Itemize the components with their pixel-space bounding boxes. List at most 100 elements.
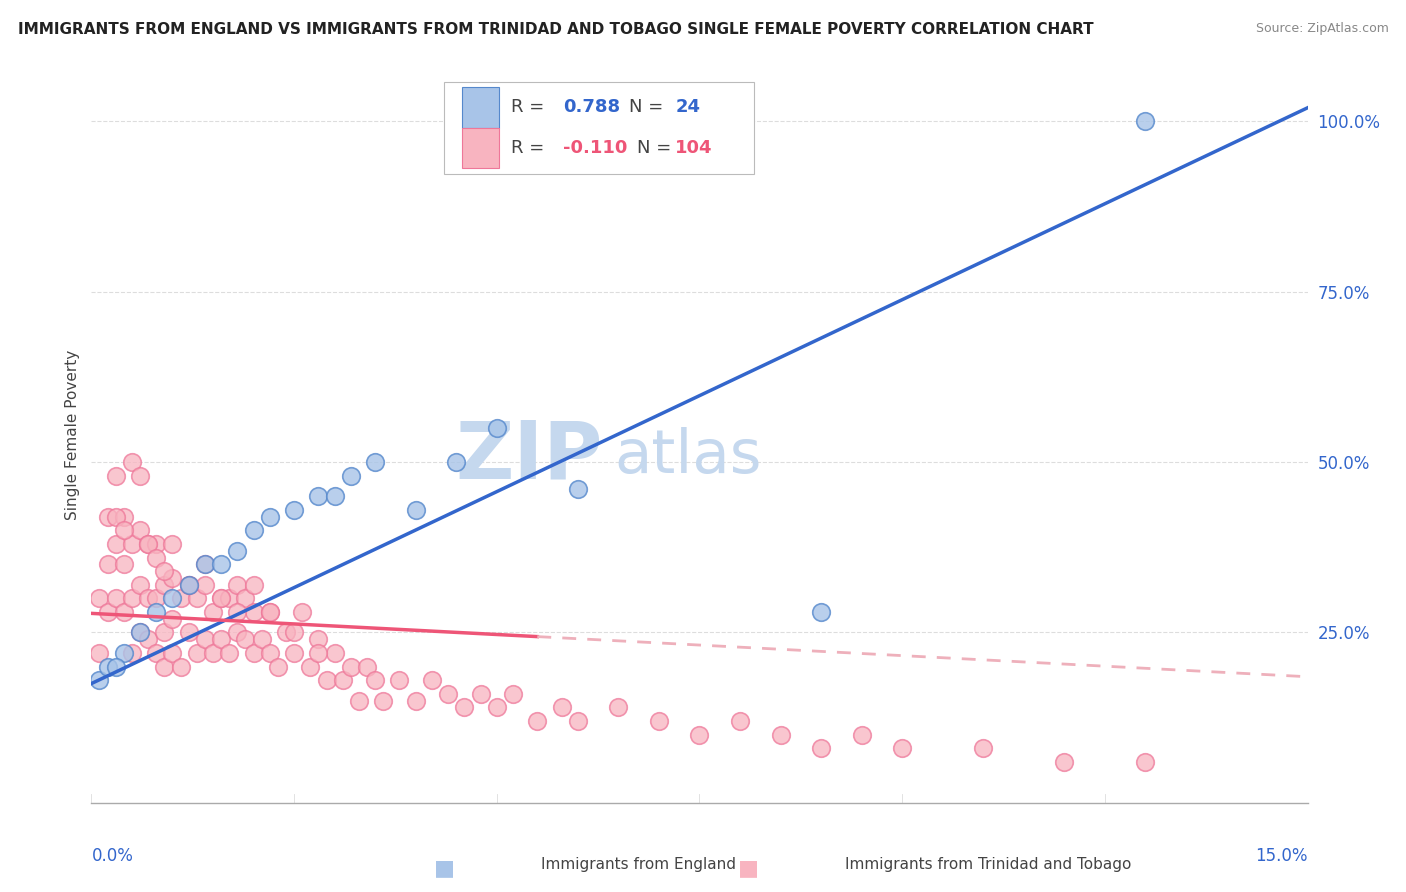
Point	[136, 537, 159, 551]
Point	[607, 700, 630, 714]
Point	[177, 578, 200, 592]
Text: ■: ■	[738, 858, 759, 878]
Text: N =: N =	[637, 139, 678, 157]
Point	[323, 646, 346, 660]
Point	[453, 700, 475, 714]
Point	[283, 625, 305, 640]
Point	[1135, 755, 1157, 769]
Point	[307, 632, 329, 647]
Point	[186, 646, 208, 660]
Point	[526, 714, 548, 728]
Point	[194, 578, 217, 592]
Point	[129, 468, 152, 483]
Text: R =: R =	[510, 98, 550, 116]
Point	[121, 537, 143, 551]
Point	[891, 741, 914, 756]
Text: ZIP: ZIP	[456, 418, 602, 496]
Text: 15.0%: 15.0%	[1256, 847, 1308, 865]
Point	[307, 646, 329, 660]
Point	[104, 591, 127, 606]
Point	[162, 571, 184, 585]
Point	[470, 687, 492, 701]
Point	[250, 632, 273, 647]
Point	[444, 455, 467, 469]
Text: Source: ZipAtlas.com: Source: ZipAtlas.com	[1256, 22, 1389, 36]
Text: 24: 24	[675, 98, 700, 116]
Point	[242, 646, 264, 660]
Point	[112, 558, 135, 572]
Point	[104, 659, 127, 673]
Point	[145, 591, 167, 606]
Point	[112, 605, 135, 619]
Point	[356, 659, 378, 673]
Point	[769, 728, 792, 742]
Point	[194, 558, 217, 572]
Point	[153, 659, 176, 673]
Y-axis label: Single Female Poverty: Single Female Poverty	[65, 350, 80, 520]
Point	[242, 605, 264, 619]
Point	[437, 687, 460, 701]
Point	[177, 578, 200, 592]
Point	[97, 605, 120, 619]
Point	[851, 728, 873, 742]
Point	[567, 714, 589, 728]
Point	[315, 673, 337, 688]
Point	[373, 693, 395, 707]
FancyBboxPatch shape	[444, 81, 754, 174]
Point	[209, 632, 232, 647]
Point	[218, 591, 240, 606]
Text: atlas: atlas	[614, 427, 762, 486]
Point	[405, 693, 427, 707]
Point	[274, 625, 297, 640]
Point	[104, 468, 127, 483]
Point	[648, 714, 671, 728]
Point	[194, 558, 217, 572]
Point	[242, 578, 264, 592]
Point	[169, 591, 191, 606]
Point	[97, 558, 120, 572]
Point	[810, 605, 832, 619]
Point	[347, 693, 370, 707]
Point	[340, 659, 363, 673]
Point	[728, 714, 751, 728]
Text: Immigrants from England: Immigrants from England	[541, 856, 737, 871]
Point	[235, 591, 257, 606]
Point	[129, 625, 152, 640]
Text: IMMIGRANTS FROM ENGLAND VS IMMIGRANTS FROM TRINIDAD AND TOBAGO SINGLE FEMALE POV: IMMIGRANTS FROM ENGLAND VS IMMIGRANTS FR…	[18, 22, 1094, 37]
Point	[129, 625, 152, 640]
FancyBboxPatch shape	[463, 87, 499, 128]
Text: -0.110: -0.110	[564, 139, 627, 157]
Point	[145, 646, 167, 660]
Point	[267, 659, 290, 673]
Point	[405, 503, 427, 517]
Point	[145, 550, 167, 565]
Text: N =: N =	[628, 98, 669, 116]
Point	[502, 687, 524, 701]
Text: 0.788: 0.788	[564, 98, 620, 116]
Point	[209, 591, 232, 606]
Point	[145, 605, 167, 619]
Point	[218, 646, 240, 660]
Point	[259, 509, 281, 524]
Point	[177, 578, 200, 592]
Point	[153, 564, 176, 578]
Point	[202, 605, 225, 619]
Point	[136, 591, 159, 606]
Point	[97, 509, 120, 524]
Point	[202, 646, 225, 660]
Point	[162, 612, 184, 626]
Point	[485, 700, 508, 714]
Point	[121, 455, 143, 469]
Point	[162, 646, 184, 660]
Point	[209, 558, 232, 572]
Text: Immigrants from Trinidad and Tobago: Immigrants from Trinidad and Tobago	[845, 856, 1132, 871]
Point	[550, 700, 572, 714]
Point	[1053, 755, 1076, 769]
Point	[226, 605, 249, 619]
Point	[283, 503, 305, 517]
Point	[129, 578, 152, 592]
Point	[323, 489, 346, 503]
Point	[153, 625, 176, 640]
Point	[136, 537, 159, 551]
FancyBboxPatch shape	[463, 128, 499, 168]
